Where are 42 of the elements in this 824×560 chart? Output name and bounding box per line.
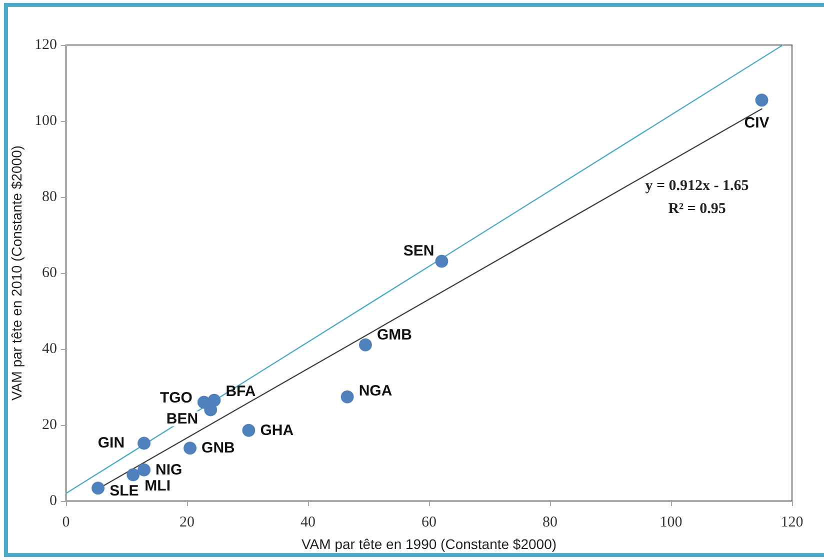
x-tick-label: 80	[542, 514, 558, 530]
point	[340, 390, 354, 404]
point	[126, 468, 140, 482]
point	[92, 482, 105, 495]
point	[138, 463, 151, 476]
x-tick-label: 60	[422, 514, 436, 530]
y-tick-label: 120	[34, 37, 57, 53]
data-label: SLE	[110, 482, 139, 500]
x-tick-label: 0	[62, 514, 70, 530]
data-label: TGO	[160, 390, 193, 407]
data-label: SEN	[403, 242, 434, 260]
y-tick-label: 80	[42, 189, 57, 205]
point	[435, 254, 448, 268]
y-tick-label: 40	[42, 341, 57, 357]
y-axis-title: VAM par tête en 2010 (Constante $2000)	[8, 145, 25, 401]
x-tick-label: 40	[300, 514, 316, 530]
annotation: R² = 0.95	[668, 201, 726, 217]
x-axis-title: VAM par tête en 1990 (Constante $2000)	[301, 536, 557, 552]
y-tick-label: 60	[42, 265, 57, 281]
data-label: NIG	[156, 461, 182, 478]
point	[358, 338, 372, 352]
y-tick-label: 0	[50, 493, 57, 509]
annotation: y = 0.912x - 1.65	[645, 178, 749, 194]
data-label: GNB	[202, 440, 236, 457]
data-label: BFA	[226, 382, 256, 400]
point	[204, 403, 218, 416]
y-tick-label: 100	[34, 113, 57, 129]
point	[242, 424, 256, 437]
x-tick-label: 100	[660, 514, 682, 530]
data-label: MLI	[144, 477, 170, 494]
data-label: NGA	[358, 382, 392, 400]
point	[138, 436, 151, 450]
point	[184, 442, 197, 455]
data-label: GIN	[98, 434, 125, 452]
y-tick-label: 20	[42, 417, 57, 433]
data-label: BEN	[166, 410, 198, 428]
data-label: GHA	[260, 422, 294, 439]
point	[755, 94, 768, 107]
x-tick-label: 120	[780, 514, 804, 530]
x-tick-label: 20	[180, 514, 194, 530]
data-label: GMB	[376, 326, 412, 344]
data-label: CIV	[744, 114, 770, 132]
